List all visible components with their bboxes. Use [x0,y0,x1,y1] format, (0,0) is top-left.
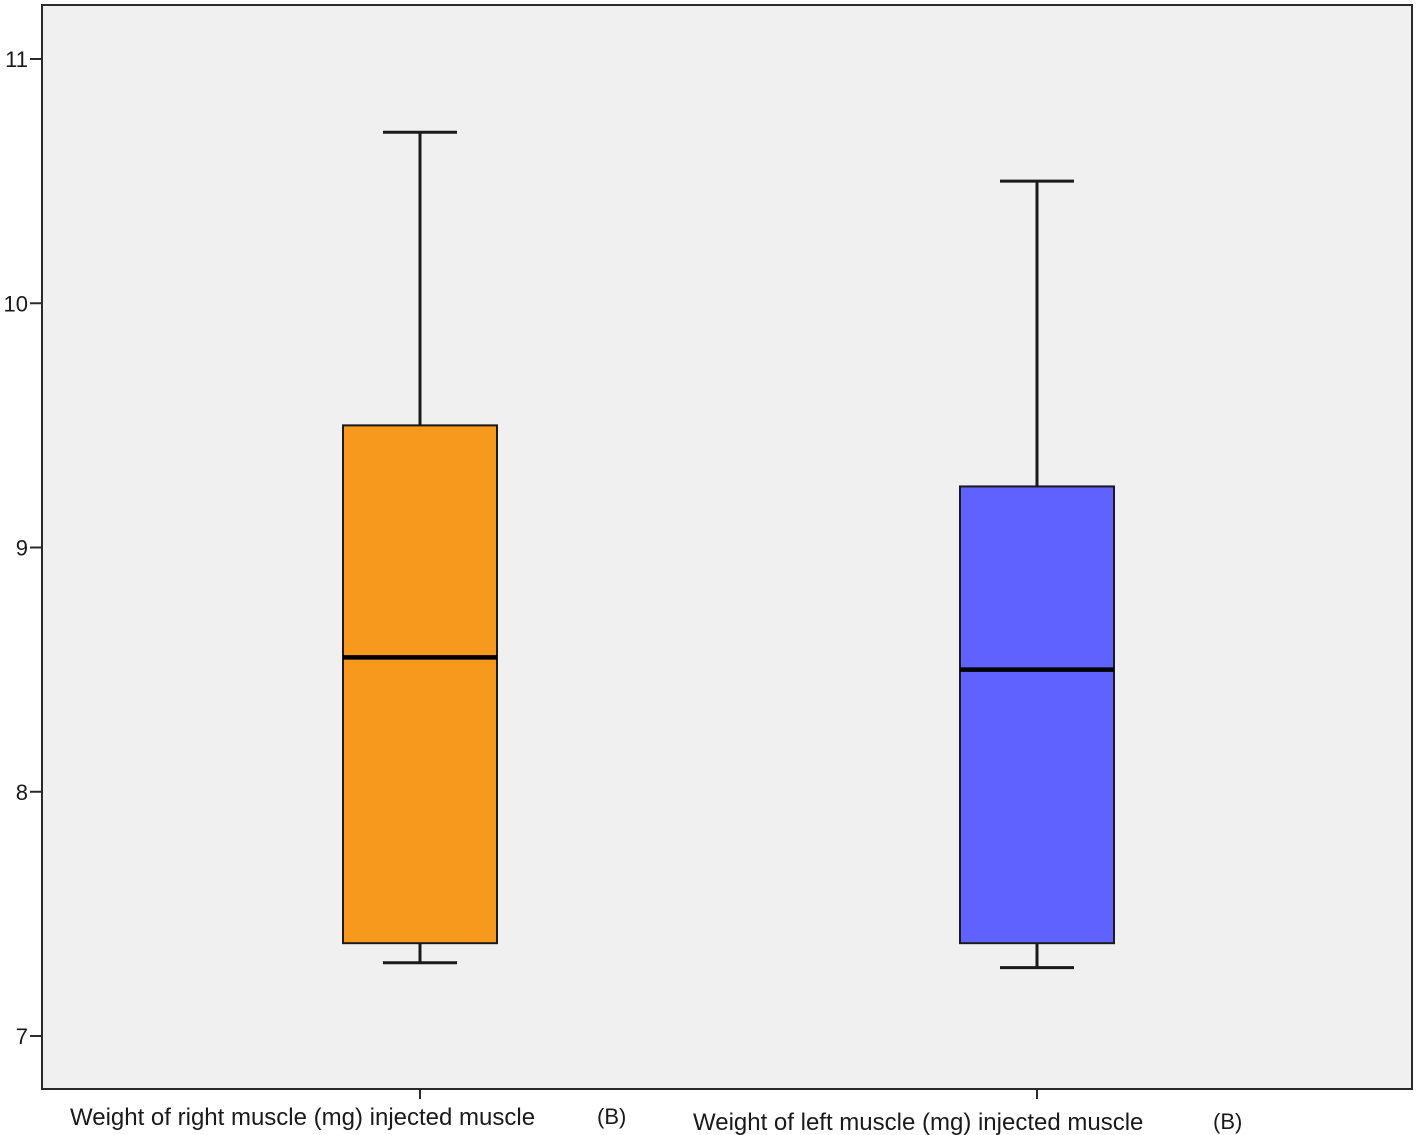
x-category-suffix-1: (B) [1213,1109,1242,1134]
y-tick-label-0: 7 [16,1024,28,1049]
y-tick-label-3: 10 [4,291,28,316]
x-category-label-0: Weight of right muscle (mg) injected mus… [70,1104,535,1131]
y-tick-label-1: 8 [16,780,28,805]
x-axis: Weight of right muscle (mg) injected mus… [70,1089,1242,1135]
y-tick-label-2: 9 [16,536,28,561]
x-category-suffix-0: (B) [597,1104,626,1129]
iqr-box-0 [342,424,498,945]
iqr-box-1 [959,485,1115,945]
y-axis: 7 8 9 10 11 [4,47,42,1049]
box-series [342,130,1115,970]
box-0 [342,130,498,965]
x-category-label-1: Weight of left muscle (mg) injected musc… [693,1109,1143,1135]
plot-background [41,4,1413,1090]
box-1 [959,179,1115,970]
y-tick-label-4: 11 [5,47,28,72]
